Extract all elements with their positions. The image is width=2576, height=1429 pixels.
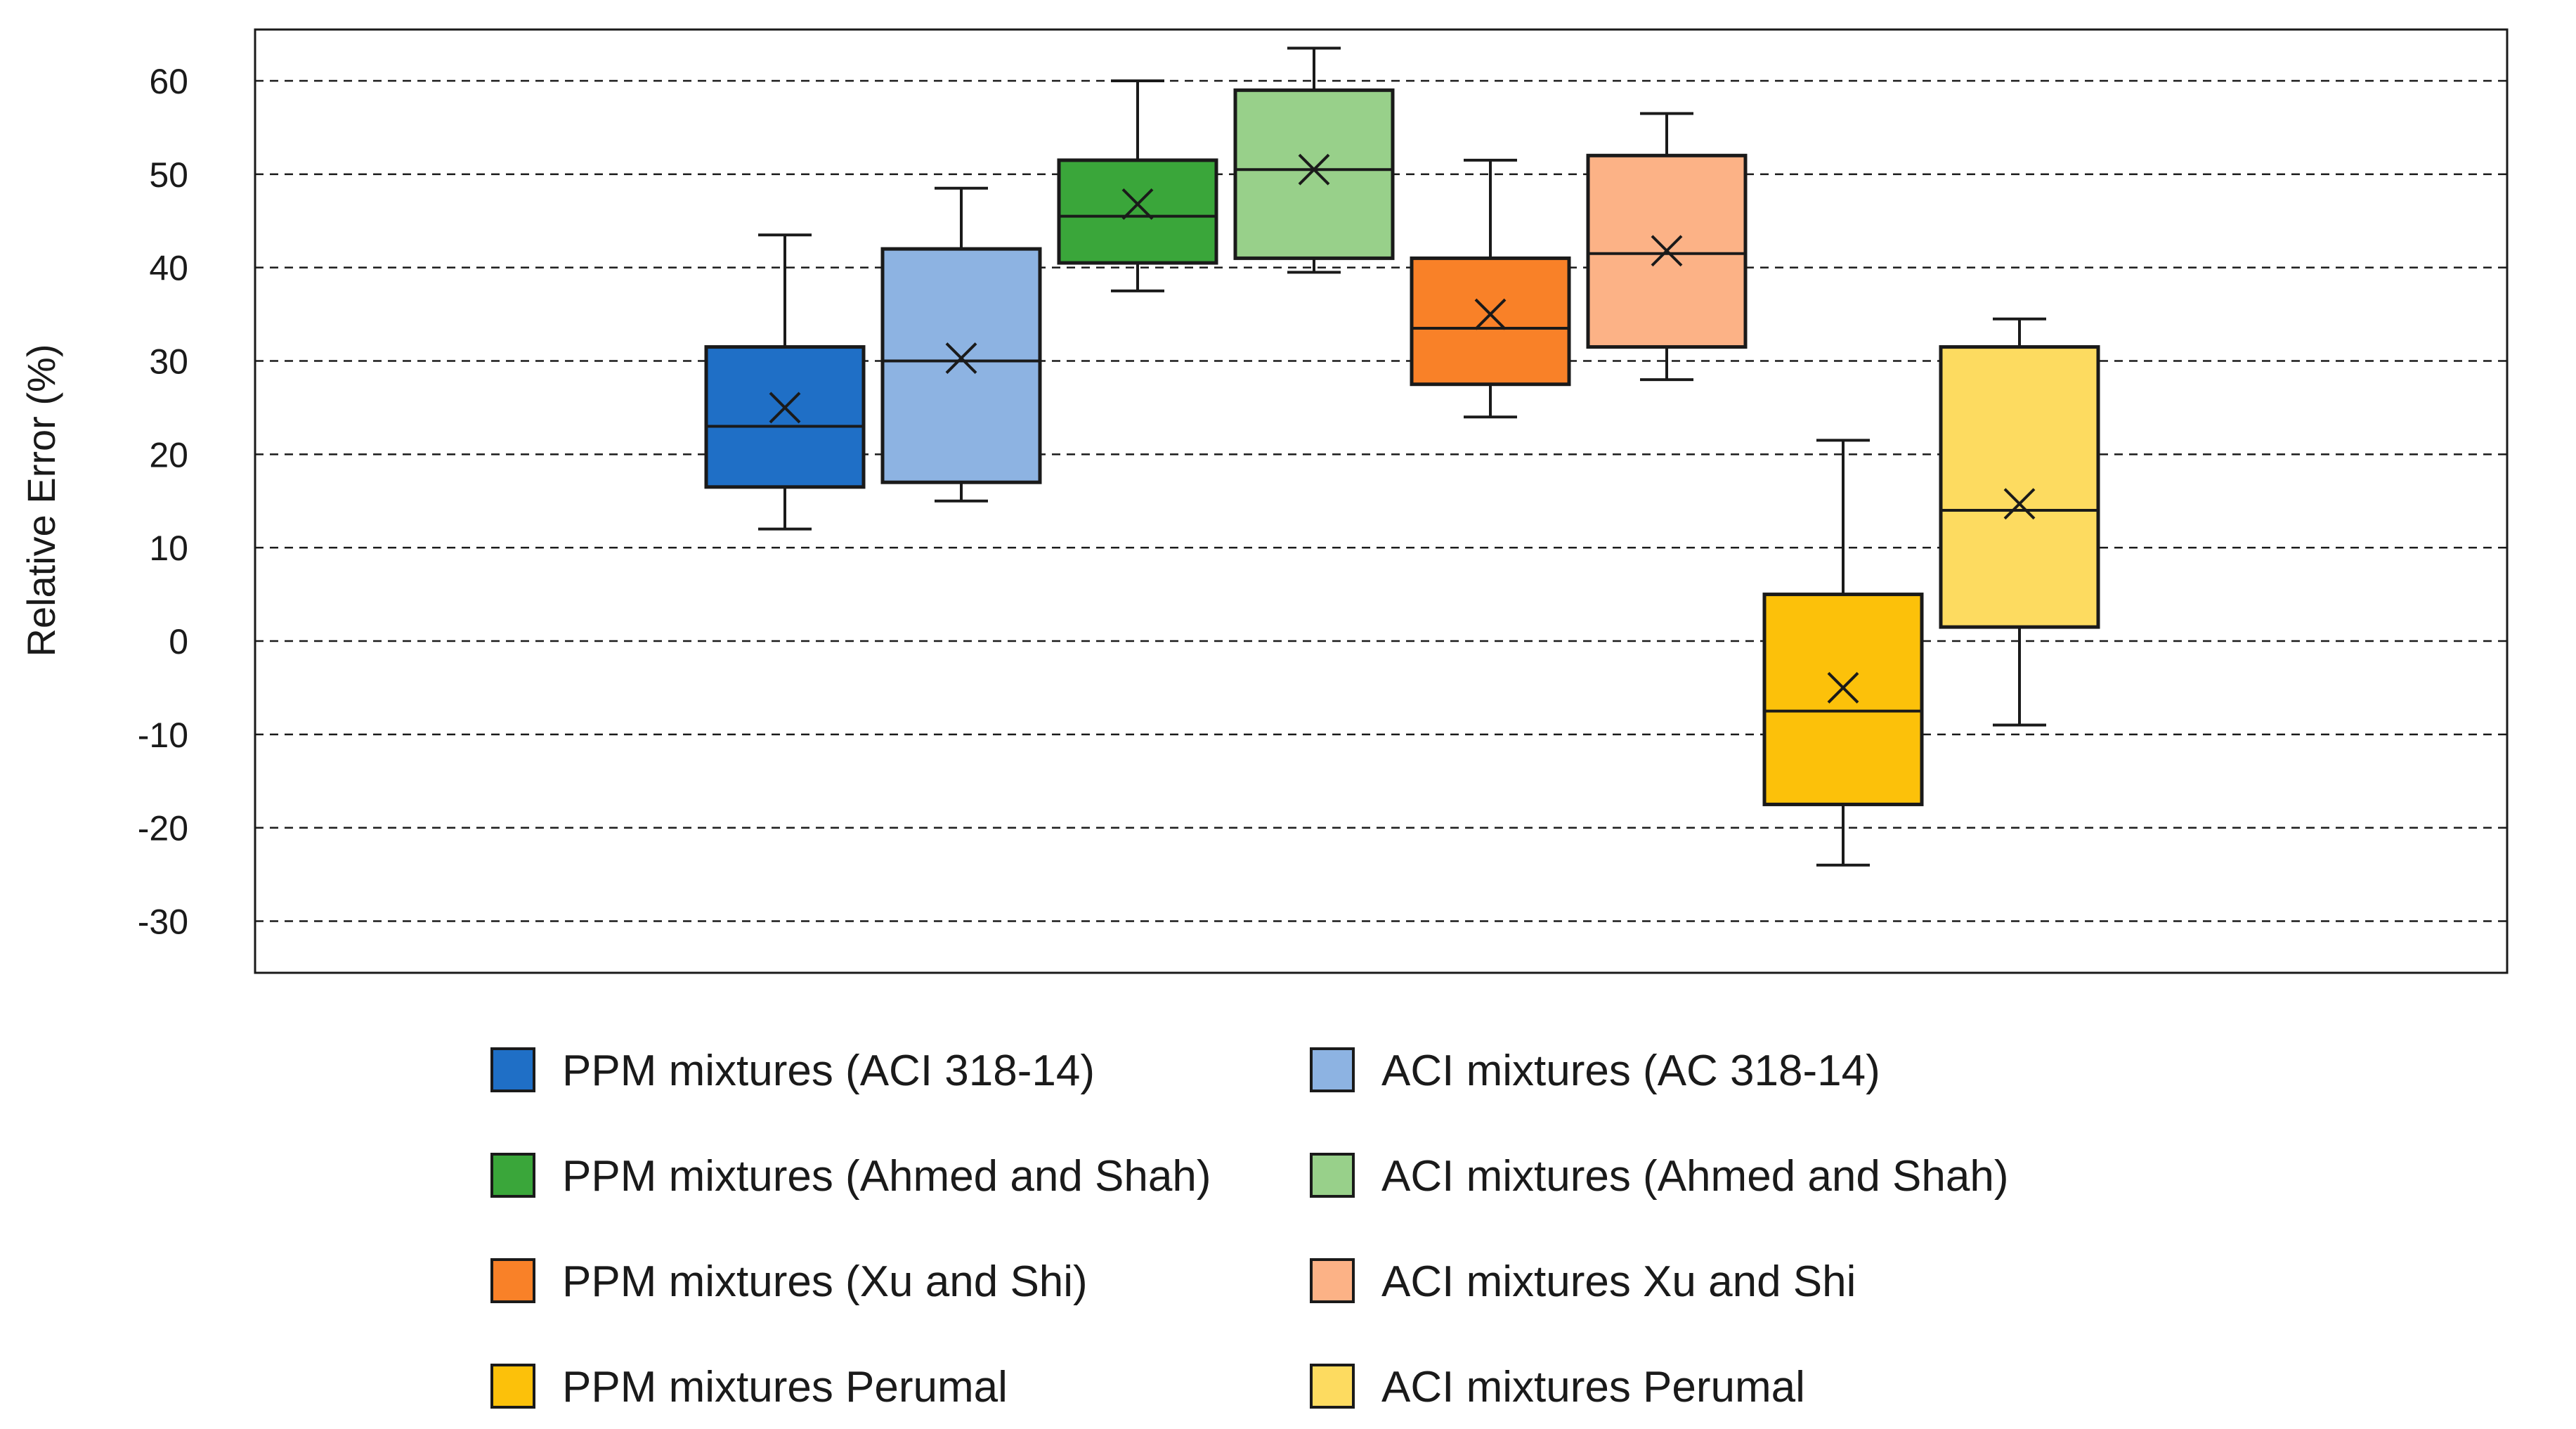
box-2 — [880, 186, 1042, 503]
legend-swatch — [1310, 1153, 1355, 1198]
y-axis-label: Relative Error (%) — [19, 344, 63, 657]
box-8 — [1939, 317, 2100, 727]
mean-marker — [1474, 298, 1507, 330]
gridlines — [255, 79, 2507, 922]
y-tick-label: 50 — [149, 155, 188, 195]
legend-swatch — [490, 1258, 535, 1303]
legend-label: PPM mixtures (ACI 318-14) — [562, 1047, 1095, 1095]
legend-item: PPM mixtures (Ahmed and Shah) — [490, 1152, 1211, 1201]
box-iqr — [1762, 593, 1924, 806]
mean-marker — [1651, 235, 1683, 267]
box-7 — [1762, 439, 1924, 867]
y-tick-label: 40 — [149, 249, 188, 288]
legend-label: ACI mixtures (AC 318-14) — [1381, 1047, 1880, 1095]
box-iqr — [1233, 88, 1395, 260]
box-4 — [1233, 46, 1395, 274]
legend-label: ACI mixtures Perumal — [1381, 1363, 1805, 1411]
box-5 — [1410, 158, 1571, 419]
box-1 — [704, 233, 866, 531]
legend-item: PPM mixtures Perumal — [490, 1363, 1008, 1411]
legend-swatch — [490, 1047, 535, 1092]
plot-frame — [254, 28, 2509, 974]
legend-item: PPM mixtures (ACI 318-14) — [490, 1047, 1095, 1095]
mean-marker — [945, 342, 977, 374]
legend-swatch — [490, 1364, 535, 1409]
box-iqr — [1057, 158, 1218, 265]
legend-label: ACI mixtures Xu and Shi — [1381, 1257, 1856, 1306]
mean-marker — [1121, 188, 1154, 220]
box-iqr — [1939, 345, 2100, 629]
legend-label: ACI mixtures (Ahmed and Shah) — [1381, 1152, 2009, 1201]
legend-swatch — [1310, 1364, 1355, 1409]
box-iqr — [704, 345, 866, 489]
legend-swatch — [1310, 1047, 1355, 1092]
y-axis: 60 50 40 30 20 10 0 -10 -20 -30 — [138, 62, 188, 941]
box-series — [704, 46, 2100, 867]
legend-swatch — [1310, 1258, 1355, 1303]
legend-item: ACI mixtures (AC 318-14) — [1310, 1047, 1880, 1095]
mean-marker — [1298, 153, 1330, 186]
mean-marker — [1827, 672, 1859, 704]
legend-item: ACI mixtures (Ahmed and Shah) — [1310, 1152, 2009, 1201]
y-tick-label: 0 — [169, 622, 188, 661]
y-tick-label: -30 — [138, 902, 188, 941]
legend-label: PPM mixtures (Ahmed and Shah) — [562, 1152, 1211, 1201]
box-iqr — [880, 247, 1042, 484]
box-3 — [1057, 79, 1218, 292]
legend: PPM mixtures (ACI 318-14) ACI mixtures (A… — [490, 1047, 2009, 1411]
y-tick-label: -10 — [138, 716, 188, 755]
mean-marker — [2003, 488, 2036, 520]
y-tick-label: 60 — [149, 62, 188, 101]
y-tick-label: 20 — [149, 435, 188, 474]
legend-item: ACI mixtures Perumal — [1310, 1363, 1805, 1411]
y-tick-label: 10 — [149, 529, 188, 568]
box-iqr — [1410, 256, 1571, 387]
box-6 — [1586, 112, 1748, 382]
legend-swatch — [490, 1153, 535, 1198]
y-tick-label: 30 — [149, 342, 188, 382]
legend-label: PPM mixtures Perumal — [562, 1363, 1008, 1411]
mean-marker — [769, 392, 801, 424]
y-tick-label: -20 — [138, 809, 188, 848]
legend-label: PPM mixtures (Xu and Shi) — [562, 1257, 1088, 1306]
legend-item: PPM mixtures (Xu and Shi) — [490, 1257, 1088, 1306]
legend-item: ACI mixtures Xu and Shi — [1310, 1257, 1856, 1306]
